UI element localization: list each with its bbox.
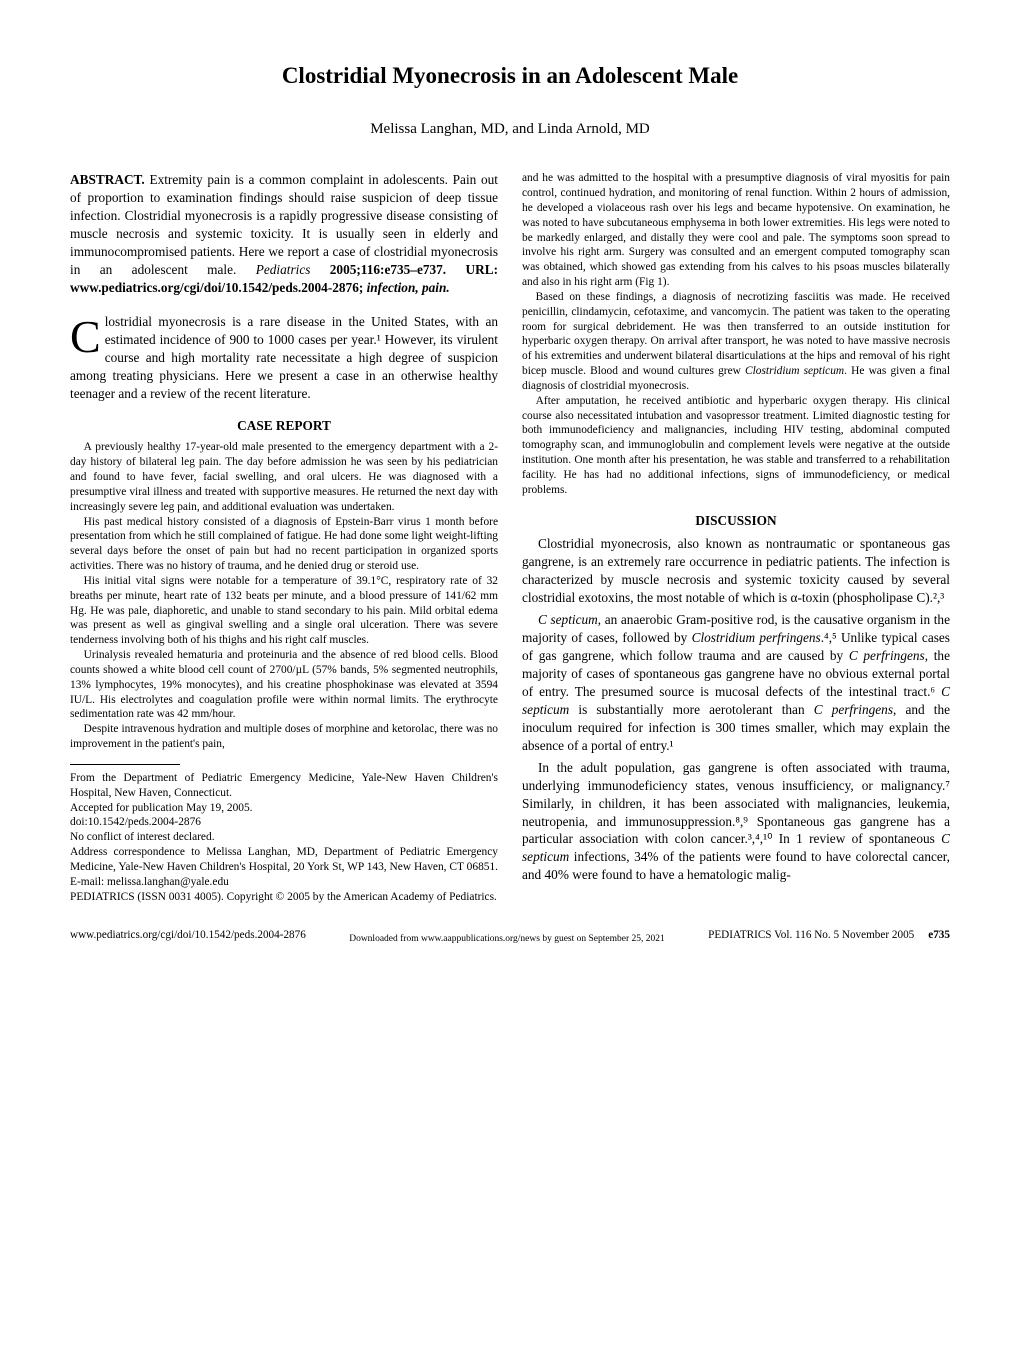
case-p4: Urinalysis revealed hematuria and protei… <box>70 648 498 722</box>
footnote-rule <box>70 764 180 765</box>
footnote-copyright: PEDIATRICS (ISSN 0031 4005). Copyright ©… <box>70 890 498 905</box>
disc-p3a: In the adult population, gas gangrene is… <box>522 760 950 847</box>
case-p3: His initial vital signs were notable for… <box>70 574 498 648</box>
intro-paragraph: C lostridial myonecrosis is a rare disea… <box>70 313 498 403</box>
case-report-head: CASE REPORT <box>70 417 498 435</box>
dropcap: C <box>70 313 105 356</box>
case-p2: His past medical history consisted of a … <box>70 515 498 574</box>
footer-right: PEDIATRICS Vol. 116 No. 5 November 2005 … <box>708 928 950 943</box>
article-authors: Melissa Langhan, MD, and Linda Arnold, M… <box>70 119 950 139</box>
footer-right-a: PEDIATRICS Vol. 116 No. 5 November 2005 <box>708 929 914 941</box>
footnote-correspondence: Address correspondence to Melissa Langha… <box>70 845 498 889</box>
article-body: ABSTRACT. Extremity pain is a common com… <box>70 171 950 904</box>
case-p7i: Clostridium septicum <box>745 365 844 377</box>
disc-p2: C septicum, an anaerobic Gram-positive r… <box>522 611 950 755</box>
disc-p2c: Clostridium perfringens <box>692 630 821 645</box>
discussion-head: DISCUSSION <box>522 512 950 530</box>
abstract-keywords: infection, pain. <box>367 280 450 295</box>
disc-p3: In the adult population, gas gangrene is… <box>522 759 950 885</box>
footnote-accepted: Accepted for publication May 19, 2005. <box>70 801 498 816</box>
page-footer: www.pediatrics.org/cgi/doi/10.1542/peds.… <box>70 928 950 946</box>
case-p1: A previously healthy 17-year-old male pr… <box>70 440 498 514</box>
case-p7: Based on these findings, a diagnosis of … <box>522 290 950 394</box>
article-title: Clostridial Myonecrosis in an Adolescent… <box>70 60 950 91</box>
footnote-doi: doi:10.1542/peds.2004-2876 <box>70 815 498 830</box>
disc-p2i: C perfringens <box>814 702 893 717</box>
disc-p2a: C septicum <box>538 612 598 627</box>
footer-left: www.pediatrics.org/cgi/doi/10.1542/peds.… <box>70 928 306 943</box>
footnote-affiliation: From the Department of Pediatric Emergen… <box>70 771 498 801</box>
disc-p3c: infections, 34% of the patients were fou… <box>522 849 950 882</box>
intro-text: lostridial myonecrosis is a rare disease… <box>70 314 498 401</box>
disc-p2e: C perfringens <box>849 648 925 663</box>
case-p8: After amputation, he received antibiotic… <box>522 394 950 498</box>
footnote-conflict: No conflict of interest declared. <box>70 830 498 845</box>
disc-p2h: is substantially more aerotolerant than <box>569 702 813 717</box>
case-p5: Despite intravenous hydration and multip… <box>70 722 498 752</box>
abstract: ABSTRACT. Extremity pain is a common com… <box>70 171 498 297</box>
disc-p1: Clostridial myonecrosis, also known as n… <box>522 535 950 607</box>
footer-right-b: e735 <box>928 929 950 941</box>
case-p6: and he was admitted to the hospital with… <box>522 171 950 290</box>
abstract-label: ABSTRACT. <box>70 172 145 187</box>
abstract-cite-journal: Pediatrics <box>256 262 311 277</box>
